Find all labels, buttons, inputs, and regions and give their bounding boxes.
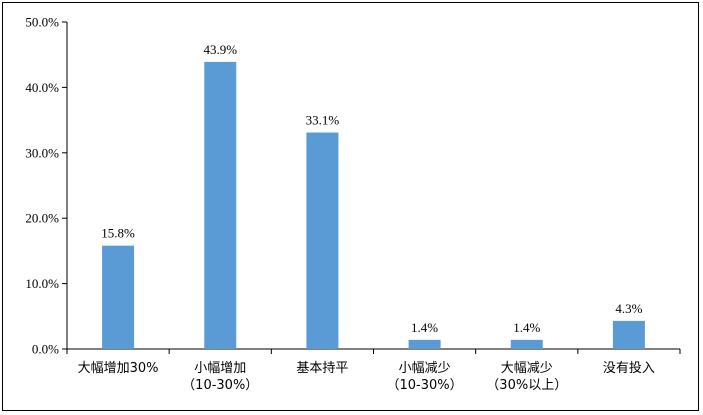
y-tick-label: 50.0% <box>25 15 59 30</box>
bar <box>306 132 339 349</box>
x-tick-label: 大幅减少 <box>501 361 553 376</box>
y-tick-label: 30.0% <box>25 145 59 160</box>
x-tick-label: 小幅增加 <box>194 361 246 376</box>
y-tick-label: 20.0% <box>25 211 59 226</box>
y-tick-label: 10.0% <box>25 276 59 291</box>
bar <box>510 339 543 349</box>
data-label: 43.9% <box>203 42 237 57</box>
data-label: 15.8% <box>101 226 135 241</box>
data-label: 33.1% <box>306 113 340 128</box>
bar <box>612 320 645 349</box>
x-tick-label: 大幅增加30% <box>78 361 159 376</box>
bar <box>204 61 237 349</box>
x-tick-label: （30%以上） <box>486 378 567 393</box>
y-tick-label: 0.0% <box>32 342 59 357</box>
y-tick-label: 40.0% <box>25 80 59 95</box>
bar <box>102 245 135 349</box>
x-tick-label: （10-30%） <box>182 378 258 393</box>
data-label: 1.4% <box>513 320 540 335</box>
x-tick-label: （10-30%） <box>387 378 463 393</box>
x-tick-label: 基本持平 <box>296 361 348 376</box>
x-tick-label: 没有投入 <box>603 360 655 376</box>
data-label: 1.4% <box>411 320 438 335</box>
data-label: 4.3% <box>615 301 642 316</box>
bar <box>408 339 441 349</box>
x-tick-label: 小幅减少 <box>399 361 451 376</box>
